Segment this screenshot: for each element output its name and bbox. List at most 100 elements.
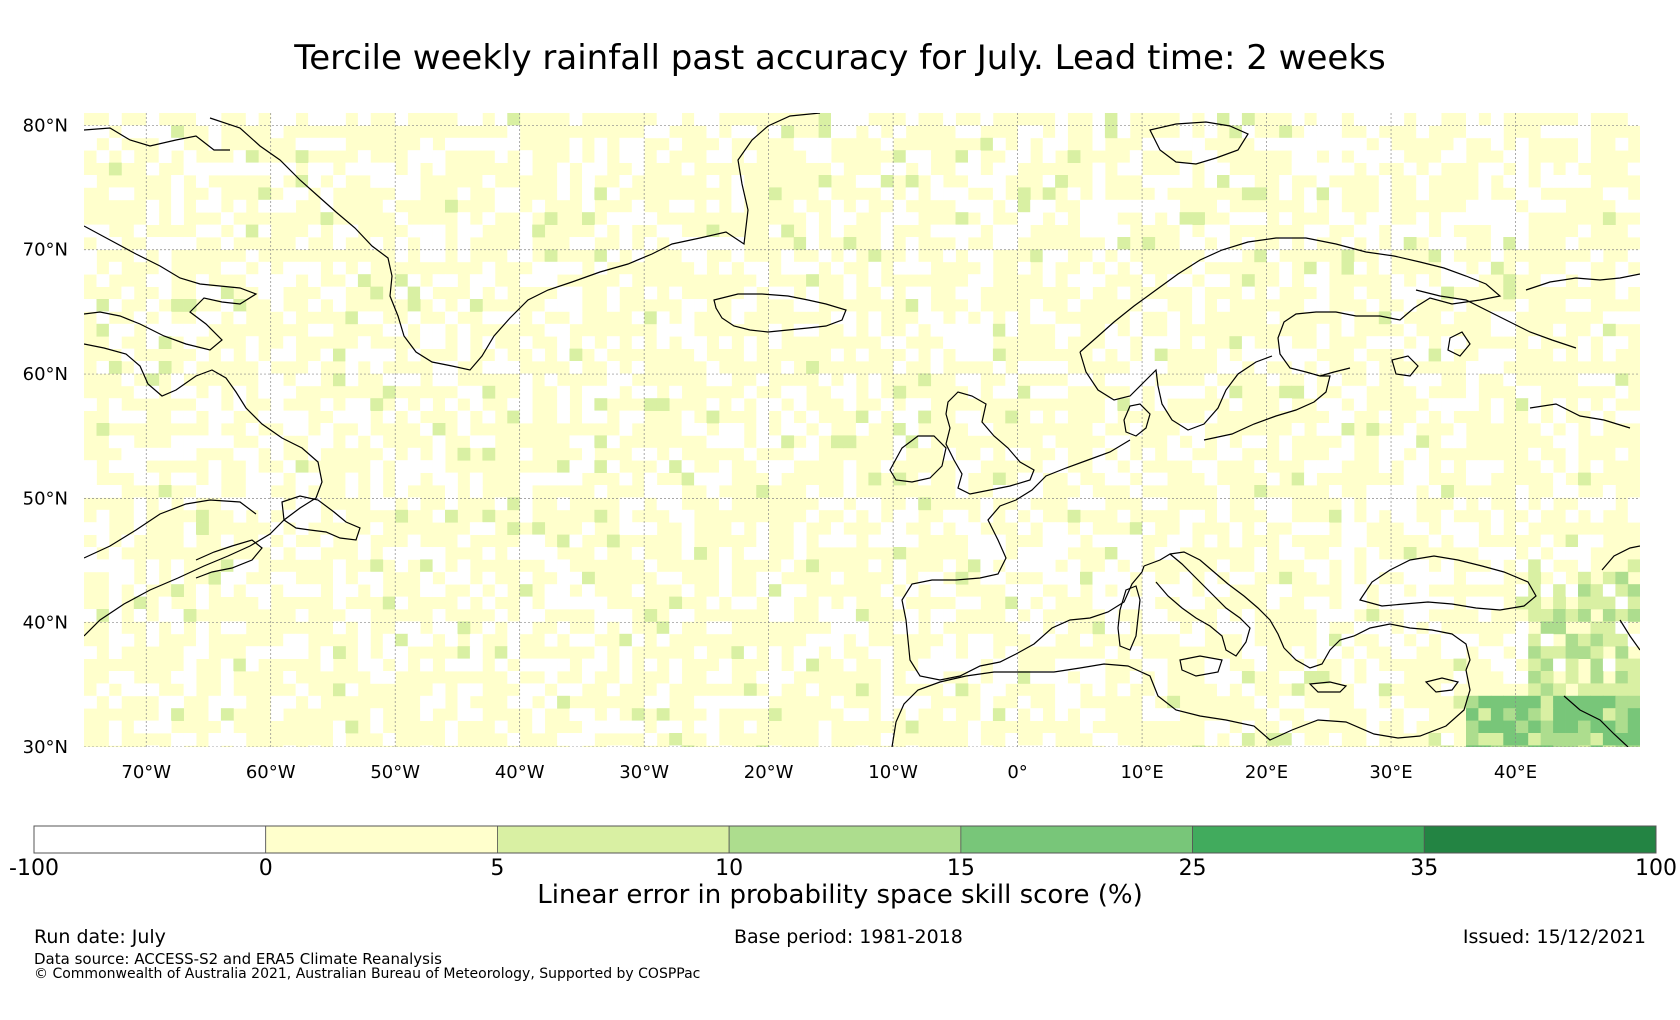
coastline-great-britain (945, 391, 1035, 495)
skill-cell (457, 237, 471, 250)
skill-cell (756, 274, 770, 287)
skill-cell (1391, 435, 1405, 449)
skill-cell (1316, 113, 1330, 126)
skill-cell (606, 361, 620, 374)
skill-cell (121, 150, 135, 163)
skill-cell (731, 311, 745, 325)
skill-cell (320, 534, 334, 548)
skill-cell (507, 733, 521, 746)
skill-cell (1304, 150, 1317, 163)
skill-cell (544, 274, 558, 287)
skill-cell (644, 125, 658, 139)
skill-cell (968, 274, 981, 287)
skill-cell (84, 125, 97, 139)
skill-cell (743, 596, 757, 610)
skill-cell (1104, 237, 1118, 250)
skill-cell (1391, 336, 1405, 349)
skill-cell (1291, 695, 1305, 709)
skill-cell (333, 596, 346, 610)
skill-cell (1627, 162, 1640, 176)
skill-cell (283, 410, 297, 424)
skill-cell (1453, 695, 1467, 709)
skill-cell (1080, 633, 1093, 647)
skill-cell (619, 150, 633, 163)
skill-cell (1192, 237, 1205, 250)
skill-cell (1241, 646, 1255, 659)
skill-cell (1416, 472, 1430, 486)
skill-cell (1528, 199, 1542, 213)
skill-cell (1129, 534, 1143, 548)
skill-cell (208, 485, 222, 498)
skill-cell (631, 410, 645, 424)
skill-cell (1266, 137, 1280, 151)
skill-cell (1067, 373, 1081, 387)
skill-cell (1403, 547, 1417, 560)
skill-cell (818, 113, 832, 126)
skill-cell (644, 658, 658, 672)
skill-cell (233, 385, 247, 399)
skill-cell (1030, 671, 1044, 684)
skill-cell (1615, 137, 1629, 151)
skill-cell (233, 199, 247, 213)
skill-cell (1142, 584, 1156, 597)
skill-cell (1329, 485, 1342, 498)
skill-cell (768, 187, 782, 201)
skill-cell (1578, 348, 1591, 362)
skill-cell (781, 671, 795, 684)
skill-cell (295, 423, 309, 436)
skill-cell (1304, 745, 1317, 747)
skill-cell (283, 460, 297, 473)
skill-cell (569, 311, 583, 325)
skill-cell (1528, 733, 1542, 746)
skill-cell (1117, 547, 1131, 560)
skill-cell (1142, 596, 1156, 610)
skill-cell (1291, 113, 1305, 126)
skill-cell (831, 113, 844, 126)
skill-cell (1378, 150, 1392, 163)
skill-cell (1378, 584, 1392, 597)
skill-cell (669, 733, 683, 746)
skill-cell (420, 323, 433, 337)
skill-cell (743, 261, 757, 275)
skill-cell (1179, 212, 1193, 225)
skill-cell (1117, 571, 1131, 585)
skill-cell (868, 472, 882, 486)
skill-cell (1179, 237, 1193, 250)
skill-cell (1204, 274, 1218, 287)
skill-cell (457, 299, 471, 312)
skill-cell (1204, 534, 1218, 548)
skill-cell (1540, 162, 1554, 176)
skill-cell (1241, 609, 1255, 622)
skill-cell (1490, 199, 1504, 213)
skill-cell (855, 175, 869, 188)
skill-cell (880, 522, 894, 535)
skill-cell (1142, 571, 1156, 585)
skill-cell (918, 658, 932, 672)
longitude-label: 50°W (370, 762, 420, 783)
skill-cell (1167, 447, 1181, 461)
skill-cell (1602, 497, 1616, 511)
skill-cell (494, 137, 508, 151)
skill-cell (1067, 274, 1081, 287)
skill-cell (1366, 671, 1380, 684)
skill-cell (582, 212, 595, 225)
skill-cell (855, 497, 869, 511)
skill-cell (681, 460, 695, 473)
skill-cell (1266, 348, 1280, 362)
skill-cell (843, 212, 857, 225)
skill-cell (494, 720, 508, 734)
skill-cell (582, 571, 595, 585)
skill-cell (731, 646, 745, 659)
skill-cell (1441, 398, 1454, 411)
skill-cell (1578, 472, 1591, 486)
skill-cell (183, 646, 197, 659)
skill-cell (245, 274, 259, 287)
skill-cell (1254, 249, 1268, 263)
longitude-label: 20°E (1245, 762, 1288, 783)
skill-cell (1030, 385, 1044, 399)
skill-cell (631, 336, 645, 349)
skill-cell (283, 385, 297, 399)
skill-cell (1615, 708, 1629, 721)
skill-cell (594, 485, 608, 498)
skill-cell (1428, 485, 1442, 498)
